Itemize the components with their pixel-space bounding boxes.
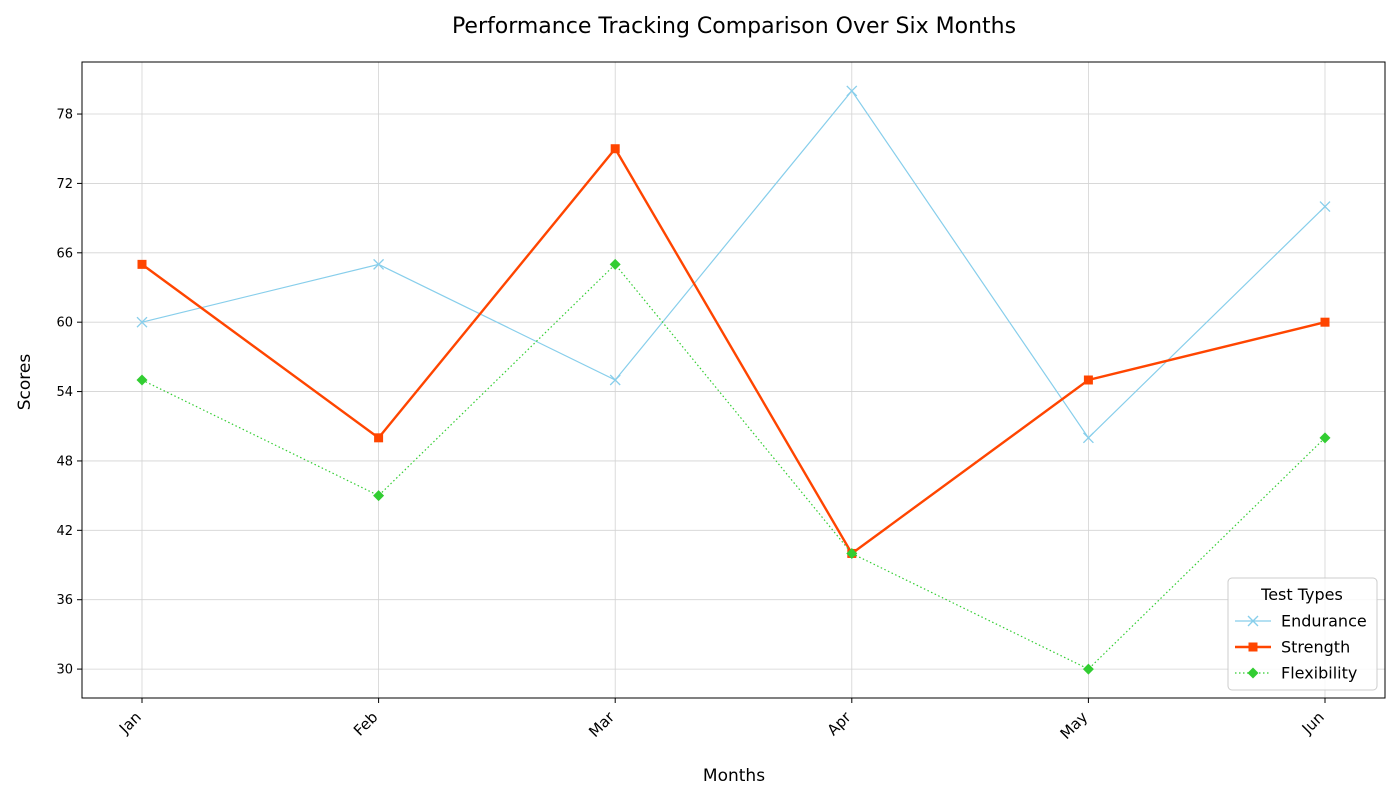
y-tick-label: 66 bbox=[56, 246, 73, 261]
y-axis-ticks: 30 36 42 48 54 60 66 72 78 bbox=[56, 108, 82, 678]
endurance-point bbox=[846, 85, 858, 97]
flexibility-point bbox=[609, 258, 621, 270]
endurance-point bbox=[609, 374, 621, 386]
strength-point bbox=[137, 259, 147, 269]
legend-item-strength: Strength bbox=[1235, 638, 1350, 657]
endurance-point bbox=[373, 258, 385, 270]
endurance-line bbox=[141, 89, 1326, 439]
legend-label: Endurance bbox=[1281, 612, 1367, 631]
flexibility-point bbox=[846, 547, 858, 559]
x-tick-label: Jun bbox=[1298, 708, 1328, 738]
legend-items: Endurance Strength Flexibility bbox=[1235, 612, 1367, 683]
y-tick-label: 60 bbox=[56, 316, 73, 331]
y-tick-label: 42 bbox=[56, 524, 73, 539]
strength-point bbox=[374, 433, 384, 443]
flexibility-point bbox=[373, 490, 385, 502]
endurance-point bbox=[1082, 432, 1094, 444]
legend: Test Types Endurance Strength Flexibility bbox=[1227, 577, 1378, 691]
x-tick-label: Mar bbox=[585, 708, 618, 741]
legend-item-endurance: Endurance bbox=[1235, 612, 1367, 631]
y-tick-label: 48 bbox=[56, 454, 73, 469]
flexibility-line bbox=[141, 263, 1326, 670]
grid-lines bbox=[82, 62, 1385, 698]
series-strength bbox=[137, 144, 1330, 558]
endurance-point bbox=[136, 316, 148, 328]
series-flexibility bbox=[136, 258, 1331, 675]
plot-area-frame bbox=[81, 61, 1386, 699]
chart-title: Performance Tracking Comparison Over Six… bbox=[452, 14, 1016, 39]
strength-point bbox=[1320, 317, 1330, 327]
series-endurance bbox=[136, 85, 1331, 444]
x-tick-label: Jan bbox=[115, 708, 145, 738]
legend-label: Flexibility bbox=[1281, 664, 1357, 683]
legend-item-flexibility: Flexibility bbox=[1235, 664, 1357, 683]
legend-swatch-marker bbox=[1247, 615, 1259, 627]
x-tick-label: Apr bbox=[824, 708, 856, 740]
legend-box bbox=[1227, 577, 1378, 691]
y-tick-label: 78 bbox=[56, 108, 73, 123]
endurance-point bbox=[1319, 201, 1331, 213]
y-tick-label: 36 bbox=[56, 593, 73, 608]
legend-swatch-marker bbox=[1248, 642, 1258, 652]
strength-point bbox=[610, 144, 620, 154]
legend-swatch-marker bbox=[1247, 667, 1259, 679]
flexibility-point bbox=[1082, 663, 1094, 675]
legend-title: Test Types bbox=[1260, 585, 1343, 604]
x-axis-label: Months bbox=[703, 766, 765, 786]
x-axis-ticks: Jan Feb Mar Apr May Jun bbox=[115, 698, 1328, 743]
strength-point bbox=[1083, 375, 1093, 385]
x-tick-label: Feb bbox=[350, 708, 382, 740]
legend-label: Strength bbox=[1281, 638, 1350, 657]
strength-line bbox=[141, 146, 1326, 556]
flexibility-point bbox=[1319, 432, 1331, 444]
series-layer bbox=[136, 85, 1331, 675]
x-tick-label: May bbox=[1057, 708, 1092, 743]
y-axis-label: Scores bbox=[15, 354, 35, 411]
flexibility-point bbox=[136, 374, 148, 386]
y-tick-label: 54 bbox=[56, 385, 73, 400]
y-tick-label: 30 bbox=[56, 663, 73, 678]
y-tick-label: 72 bbox=[56, 177, 73, 192]
